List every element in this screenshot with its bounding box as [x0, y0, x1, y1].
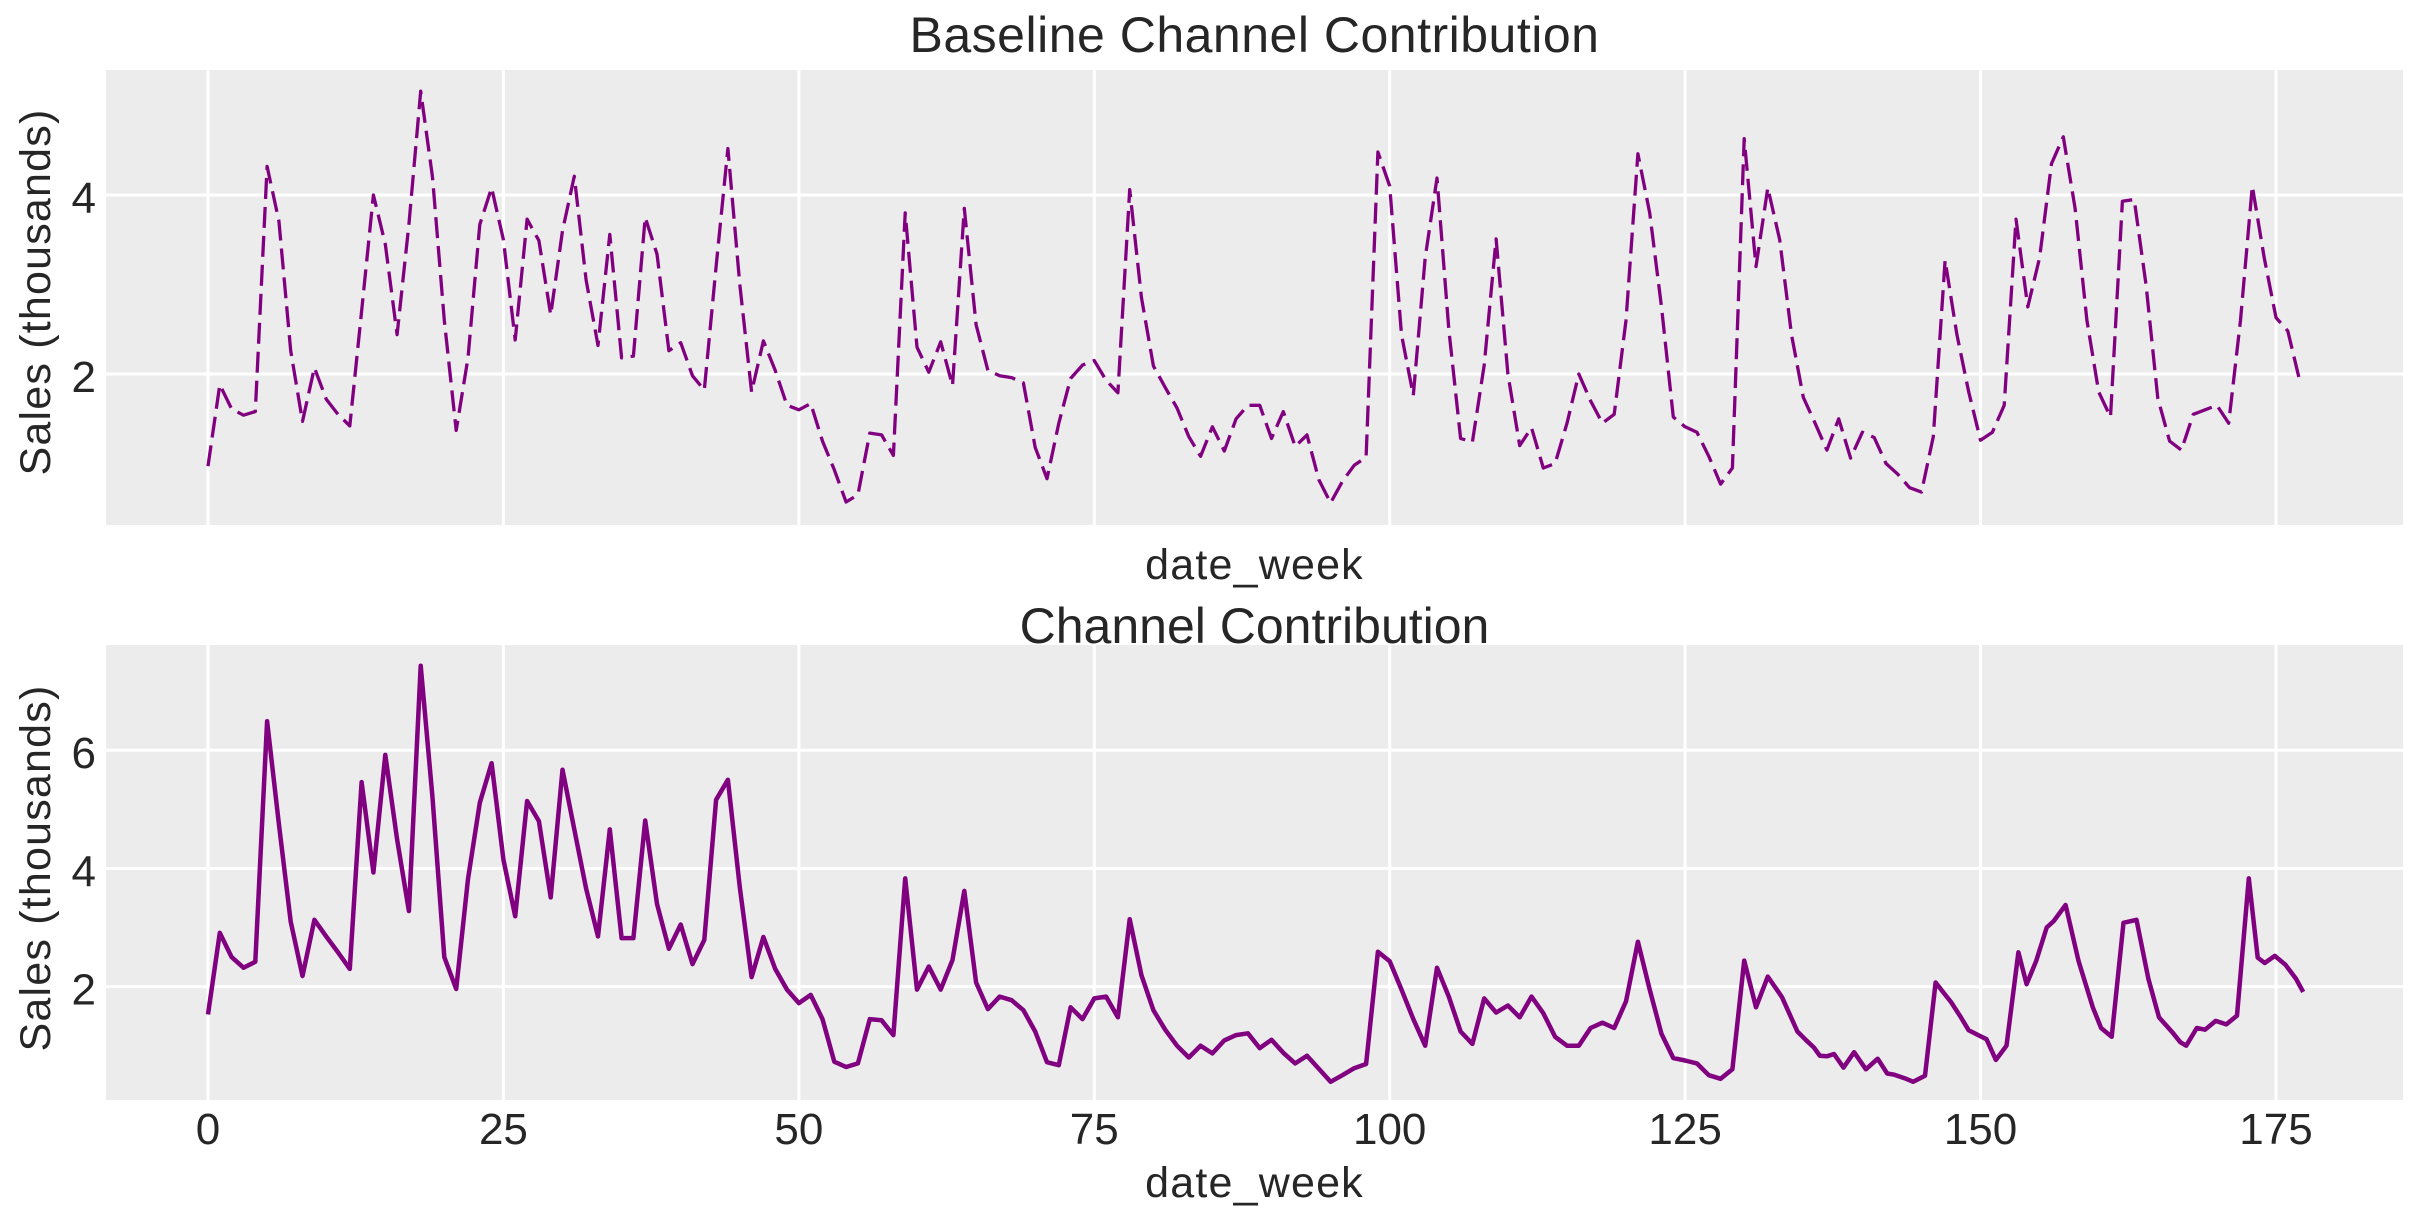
- svg-text:0: 0: [196, 1105, 220, 1154]
- svg-text:Sales (thousands): Sales (thousands): [12, 109, 60, 476]
- svg-text:Baseline Channel Contribution: Baseline Channel Contribution: [910, 7, 1600, 63]
- svg-text:4: 4: [72, 847, 96, 896]
- svg-text:date_week: date_week: [1145, 1159, 1364, 1207]
- svg-text:75: 75: [1070, 1105, 1119, 1154]
- svg-text:50: 50: [774, 1105, 823, 1154]
- svg-text:2: 2: [72, 353, 96, 402]
- svg-text:4: 4: [72, 174, 96, 223]
- svg-text:6: 6: [72, 729, 96, 778]
- svg-text:125: 125: [1648, 1105, 1721, 1154]
- svg-text:date_week: date_week: [1145, 541, 1364, 589]
- svg-text:150: 150: [1944, 1105, 2017, 1154]
- svg-text:Sales (thousands): Sales (thousands): [12, 685, 60, 1052]
- svg-text:100: 100: [1353, 1105, 1426, 1154]
- svg-text:Channel Contribution: Channel Contribution: [1020, 598, 1490, 654]
- svg-text:175: 175: [2239, 1105, 2312, 1154]
- svg-text:25: 25: [479, 1105, 528, 1154]
- svg-text:2: 2: [72, 966, 96, 1015]
